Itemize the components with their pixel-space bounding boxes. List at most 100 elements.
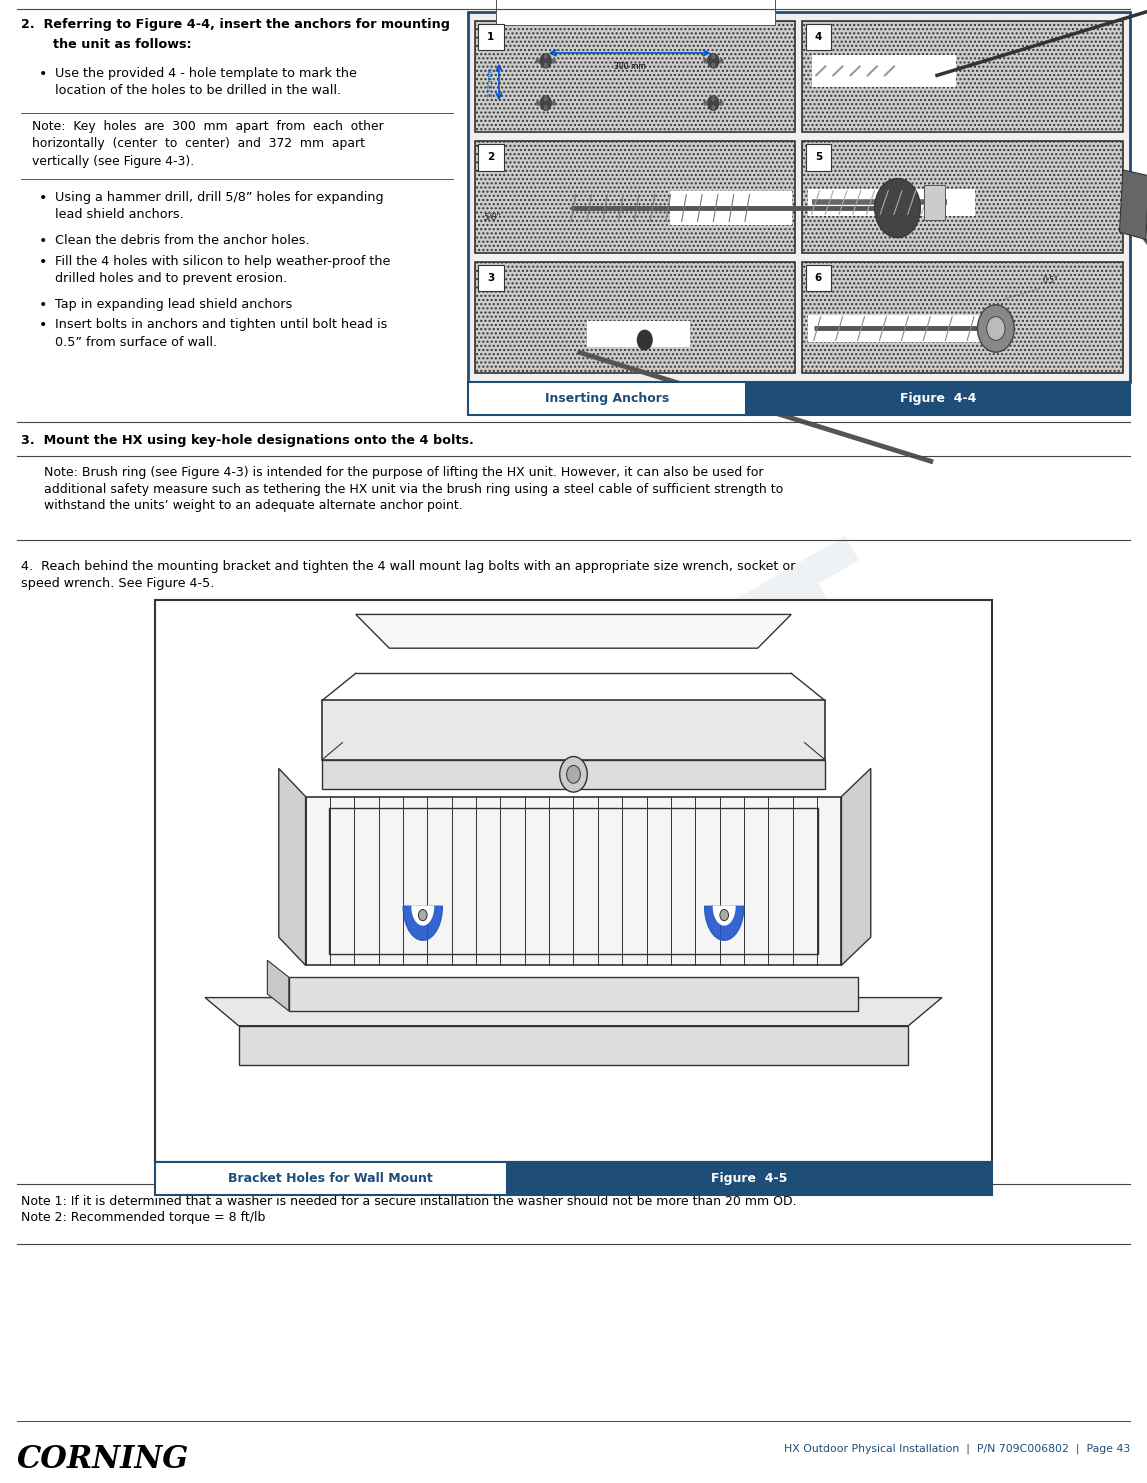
Circle shape — [540, 96, 552, 111]
Bar — [478, 144, 504, 171]
Circle shape — [544, 96, 548, 101]
Circle shape — [711, 53, 716, 59]
Bar — [805, 264, 832, 291]
Polygon shape — [1119, 171, 1147, 239]
Polygon shape — [267, 961, 289, 1011]
Circle shape — [719, 101, 724, 105]
Circle shape — [986, 317, 1005, 340]
Circle shape — [708, 96, 719, 111]
Text: •: • — [39, 67, 47, 80]
Text: DRAFT: DRAFT — [211, 522, 936, 1048]
Circle shape — [536, 101, 540, 105]
Text: Fill the 4 holes with silicon to help weather-proof the
drilled holes and to pre: Fill the 4 holes with silicon to help we… — [55, 255, 390, 285]
Text: speed wrench. See Figure 4-5.: speed wrench. See Figure 4-5. — [21, 577, 214, 590]
Bar — [507, 1163, 992, 1195]
Circle shape — [703, 101, 708, 105]
Circle shape — [637, 329, 653, 350]
Bar — [468, 383, 1130, 415]
Circle shape — [544, 105, 548, 110]
Bar — [475, 21, 796, 132]
Bar — [803, 261, 1123, 374]
Text: HX Outdoor Physical Installation  |  P/N 709C006802  |  Page 43: HX Outdoor Physical Installation | P/N 7… — [783, 1443, 1130, 1453]
Text: Using a hammer drill, drill 5/8” holes for expanding
lead shield anchors.: Using a hammer drill, drill 5/8” holes f… — [55, 191, 384, 221]
Bar — [670, 191, 791, 225]
Text: 4.  Reach behind the mounting bracket and tighten the 4 wall mount lag bolts wit: 4. Reach behind the mounting bracket and… — [21, 559, 795, 572]
Circle shape — [540, 53, 552, 68]
Text: additional safety measure such as tethering the HX unit via the brush ring using: additional safety measure such as tether… — [44, 482, 783, 495]
Text: Figure  4-4: Figure 4-4 — [899, 392, 976, 405]
Text: 3.  Mount the HX using key-hole designations onto the 4 bolts.: 3. Mount the HX using key-hole designati… — [21, 435, 474, 446]
Bar — [468, 383, 746, 415]
Polygon shape — [356, 614, 791, 648]
Text: •: • — [39, 298, 47, 311]
Text: 2.  Referring to Figure 4-4, insert the anchors for mounting: 2. Referring to Figure 4-4, insert the a… — [21, 18, 450, 31]
Bar — [805, 24, 832, 50]
Text: •: • — [39, 319, 47, 332]
Text: Clean the debris from the anchor holes.: Clean the debris from the anchor holes. — [55, 234, 310, 248]
Circle shape — [419, 909, 427, 921]
Text: 2: 2 — [487, 153, 494, 163]
Bar — [322, 700, 825, 759]
Bar — [803, 21, 1123, 132]
Bar — [475, 141, 796, 252]
Bar — [468, 12, 1130, 383]
Circle shape — [544, 62, 548, 68]
Circle shape — [560, 756, 587, 792]
Text: Figure  4-5: Figure 4-5 — [711, 1172, 788, 1185]
Bar — [475, 261, 796, 374]
Circle shape — [719, 58, 724, 64]
Polygon shape — [842, 768, 871, 965]
Text: 372 mm: 372 mm — [487, 67, 494, 96]
Text: 1: 1 — [487, 33, 494, 42]
Text: 5: 5 — [814, 153, 822, 163]
Text: •: • — [39, 191, 47, 205]
Text: Inserting Anchors: Inserting Anchors — [545, 392, 669, 405]
Bar — [322, 759, 825, 789]
Bar — [807, 190, 975, 217]
Text: •: • — [39, 234, 47, 248]
Circle shape — [552, 58, 556, 64]
Text: Tap in expanding lead shield anchors: Tap in expanding lead shield anchors — [55, 298, 292, 310]
Bar — [239, 1026, 908, 1065]
Text: 300 mm: 300 mm — [614, 62, 646, 71]
Bar — [478, 264, 504, 291]
Text: 3: 3 — [487, 273, 494, 283]
Circle shape — [567, 765, 580, 783]
Text: Note: Brush ring (see Figure 4-3) is intended for the purpose of lifting the HX : Note: Brush ring (see Figure 4-3) is int… — [44, 466, 763, 479]
Text: •: • — [39, 255, 47, 268]
Circle shape — [552, 101, 556, 105]
Bar — [329, 808, 818, 954]
Circle shape — [544, 53, 548, 59]
Bar — [812, 55, 955, 86]
Circle shape — [536, 58, 540, 64]
Text: Insert bolts in anchors and tighten until bolt head is
0.5” from surface of wall: Insert bolts in anchors and tighten unti… — [55, 319, 388, 349]
Text: 4: 4 — [814, 33, 822, 42]
Text: Note:  Key  holes  are  300  mm  apart  from  each  other
horizontally  (center : Note: Key holes are 300 mm apart from ea… — [32, 120, 384, 168]
Text: 0.5": 0.5" — [1043, 276, 1059, 285]
Circle shape — [874, 178, 920, 237]
Circle shape — [711, 62, 716, 68]
Text: 5/8": 5/8" — [484, 212, 501, 221]
Bar — [746, 383, 1130, 415]
Bar — [803, 141, 1123, 252]
Bar — [155, 599, 992, 1163]
Polygon shape — [279, 768, 305, 965]
Text: Use the provided 4 - hole template to mark the
location of the holes to be drill: Use the provided 4 - hole template to ma… — [55, 67, 357, 96]
Bar — [496, 0, 775, 25]
Circle shape — [720, 909, 728, 921]
Text: Note 2: Recommended torque = 8 ft/lb: Note 2: Recommended torque = 8 ft/lb — [21, 1212, 265, 1223]
Polygon shape — [412, 906, 434, 925]
Circle shape — [708, 53, 719, 68]
Text: withstand the units’ weight to an adequate alternate anchor point.: withstand the units’ weight to an adequa… — [44, 498, 462, 512]
Circle shape — [703, 58, 708, 64]
Polygon shape — [713, 906, 735, 925]
Bar — [155, 1163, 992, 1195]
Text: Bracket Holes for Wall Mount: Bracket Holes for Wall Mount — [228, 1172, 434, 1185]
Polygon shape — [205, 998, 942, 1026]
Bar — [305, 796, 842, 965]
Bar — [587, 320, 689, 347]
Bar — [807, 314, 1000, 343]
Bar — [924, 185, 945, 221]
Text: the unit as follows:: the unit as follows: — [53, 39, 192, 52]
Polygon shape — [404, 906, 443, 940]
